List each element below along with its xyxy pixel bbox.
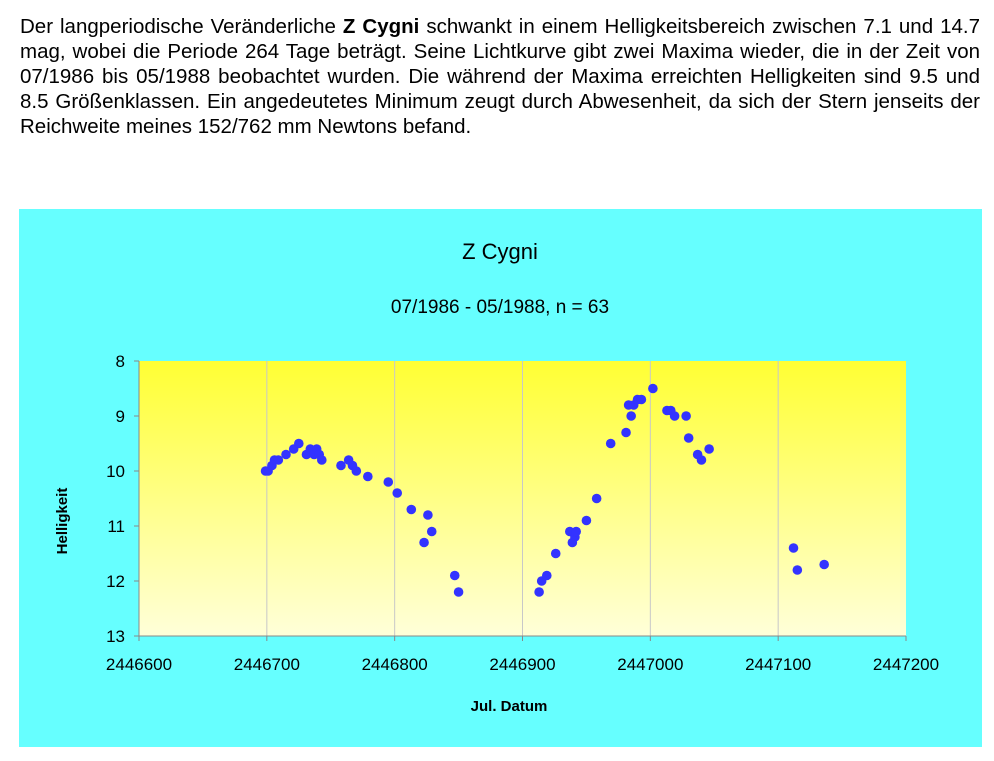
data-point <box>788 543 799 553</box>
data-point <box>581 515 592 526</box>
description-part-1: Der langperiodische Veränderliche <box>20 15 343 38</box>
x-tick-label: 2446800 <box>362 655 428 674</box>
data-point <box>683 433 694 443</box>
data-point <box>621 427 631 438</box>
y-tick-label: 13 <box>106 627 125 646</box>
data-point <box>636 394 647 405</box>
y-tick-label: 12 <box>106 572 125 591</box>
data-point <box>293 438 304 449</box>
data-point <box>591 493 602 504</box>
y-tick-label: 11 <box>107 517 125 536</box>
data-point <box>696 455 707 465</box>
grid-lines <box>266 361 779 636</box>
y-tick-label: 8 <box>116 352 125 371</box>
tick-labels: 2446600 2446700 2446800 2446900 2447000 24471… <box>106 352 939 674</box>
data-point <box>406 504 417 515</box>
data-point <box>392 488 403 498</box>
data-point <box>383 477 394 487</box>
data-point <box>423 510 433 520</box>
data-point <box>317 455 327 465</box>
data-point <box>819 559 829 570</box>
data-point <box>351 466 362 476</box>
data-point <box>426 526 437 537</box>
y-tick-label: 10 <box>106 462 125 481</box>
description-text: Der langperiodische Veränderliche Z Cygn… <box>20 14 980 139</box>
chart-area: Z Cygni 07/1986 - 05/1988, n = 63 244660… <box>19 209 982 747</box>
light-curve-chart: Z Cygni 07/1986 - 05/1988, n = 63 244660… <box>54 239 939 715</box>
data-point <box>550 548 561 559</box>
y-tick-label: 9 <box>116 407 125 426</box>
data-point <box>792 565 803 575</box>
x-tick-label: 2446700 <box>234 655 300 674</box>
y-axis-label: Helligkeit <box>54 488 71 555</box>
axes <box>134 360 907 641</box>
data-point <box>273 455 284 465</box>
x-tick-label: 2447000 <box>617 655 683 674</box>
data-point <box>449 570 460 581</box>
data-point <box>363 471 373 482</box>
data-point <box>281 449 291 460</box>
x-tick-label: 2447100 <box>745 655 811 674</box>
data-point <box>534 587 544 597</box>
data-point <box>605 438 616 449</box>
data-point <box>669 411 680 421</box>
data-point <box>419 537 429 548</box>
data-point <box>626 411 636 421</box>
x-tick-label: 2446900 <box>489 655 555 674</box>
description-part-2: schwankt in einem Helligkeitsbereich zwi… <box>20 15 980 138</box>
star-name: Z Cygni <box>342 15 420 38</box>
x-axis-label: Jul. Datum <box>471 698 548 715</box>
x-tick-label: 2446600 <box>106 655 172 674</box>
data-point <box>336 460 346 471</box>
data-point <box>453 587 464 597</box>
data-points <box>260 383 829 597</box>
data-point <box>541 570 552 581</box>
chart-title: Z Cygni <box>462 239 538 264</box>
data-point <box>681 411 691 421</box>
chart-subtitle: 07/1986 - 05/1988, n = 63 <box>391 297 609 318</box>
data-point <box>704 444 714 454</box>
x-tick-label: 2447200 <box>873 655 939 674</box>
data-point <box>571 526 581 537</box>
data-point <box>648 383 658 394</box>
